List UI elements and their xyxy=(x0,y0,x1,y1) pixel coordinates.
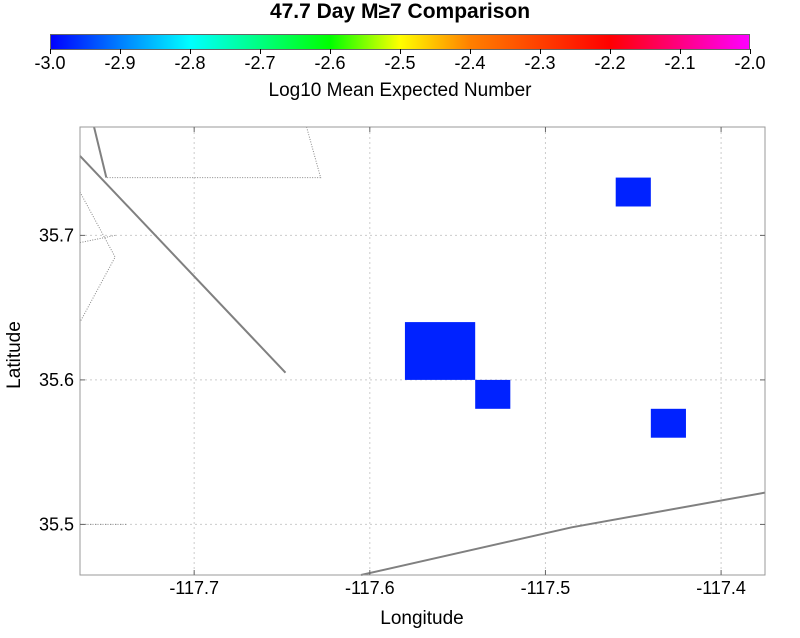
y-tick-label: 35.6 xyxy=(39,370,74,390)
forecast-cell xyxy=(650,408,686,438)
colorbar-tick-label: -2.6 xyxy=(314,53,346,73)
boundary-line xyxy=(79,234,116,244)
colorbar-tick-label: -2.2 xyxy=(594,53,626,73)
colorbar-tick-label: -2.5 xyxy=(384,53,416,73)
colorbar-tick xyxy=(189,49,191,54)
plot-frame xyxy=(79,126,766,576)
colorbar-tick xyxy=(399,49,401,54)
colorbar-tick-label: -2.8 xyxy=(174,53,206,73)
x-axis-label: Longitude xyxy=(380,608,463,629)
forecast-cell xyxy=(615,177,651,207)
grid-lines xyxy=(80,127,765,575)
colorbar-tick xyxy=(119,49,121,54)
colorbar-tick-label: -2.0 xyxy=(734,53,766,73)
x-tick-label: -117.6 xyxy=(345,578,395,598)
boundary-lines xyxy=(79,126,322,525)
chart-title: 47.7 Day M≥7 Comparison xyxy=(269,0,531,23)
fault-lines xyxy=(79,126,766,576)
colorbar-tick xyxy=(749,49,751,54)
colorbar-tick-label: -2.7 xyxy=(244,53,276,73)
colorbar-tick-label: -2.9 xyxy=(104,53,136,73)
colorbar-tick xyxy=(469,49,471,54)
fault-line xyxy=(93,126,108,178)
colorbar-tick xyxy=(539,49,541,54)
colorbar-tick xyxy=(259,49,261,54)
forecast-cells xyxy=(404,177,686,438)
y-axis-label: Latitude xyxy=(4,321,25,389)
boundary-line xyxy=(94,126,322,179)
colorbar-tick xyxy=(679,49,681,54)
forecast-cell xyxy=(475,379,511,409)
fault-line xyxy=(360,491,766,576)
colorbar-tick-label: -3.0 xyxy=(34,53,66,73)
colorbar-tick-label: -2.3 xyxy=(524,53,556,73)
colorbar-tick xyxy=(49,49,51,54)
y-tick-label: 35.7 xyxy=(39,225,74,245)
colorbar-tick xyxy=(329,49,331,54)
x-tick-label: -117.7 xyxy=(169,578,219,598)
x-axis-ticks: -117.7 -117.6 -117.5 -117.4 xyxy=(169,127,746,598)
colorbar-tick-label: -2.1 xyxy=(664,53,696,73)
y-axis-ticks: 35.5 35.6 35.7 xyxy=(39,225,765,534)
colorbar-title: Log10 Mean Expected Number xyxy=(268,80,532,101)
colorbar-tick-label: -2.4 xyxy=(454,53,486,73)
colorbar-tick xyxy=(609,49,611,54)
x-tick-label: -117.5 xyxy=(521,578,571,598)
y-tick-label: 35.5 xyxy=(39,514,74,534)
fault-line xyxy=(79,155,287,374)
forecast-cell xyxy=(404,322,476,380)
boundary-line xyxy=(79,191,116,323)
x-tick-label: -117.4 xyxy=(696,578,746,598)
